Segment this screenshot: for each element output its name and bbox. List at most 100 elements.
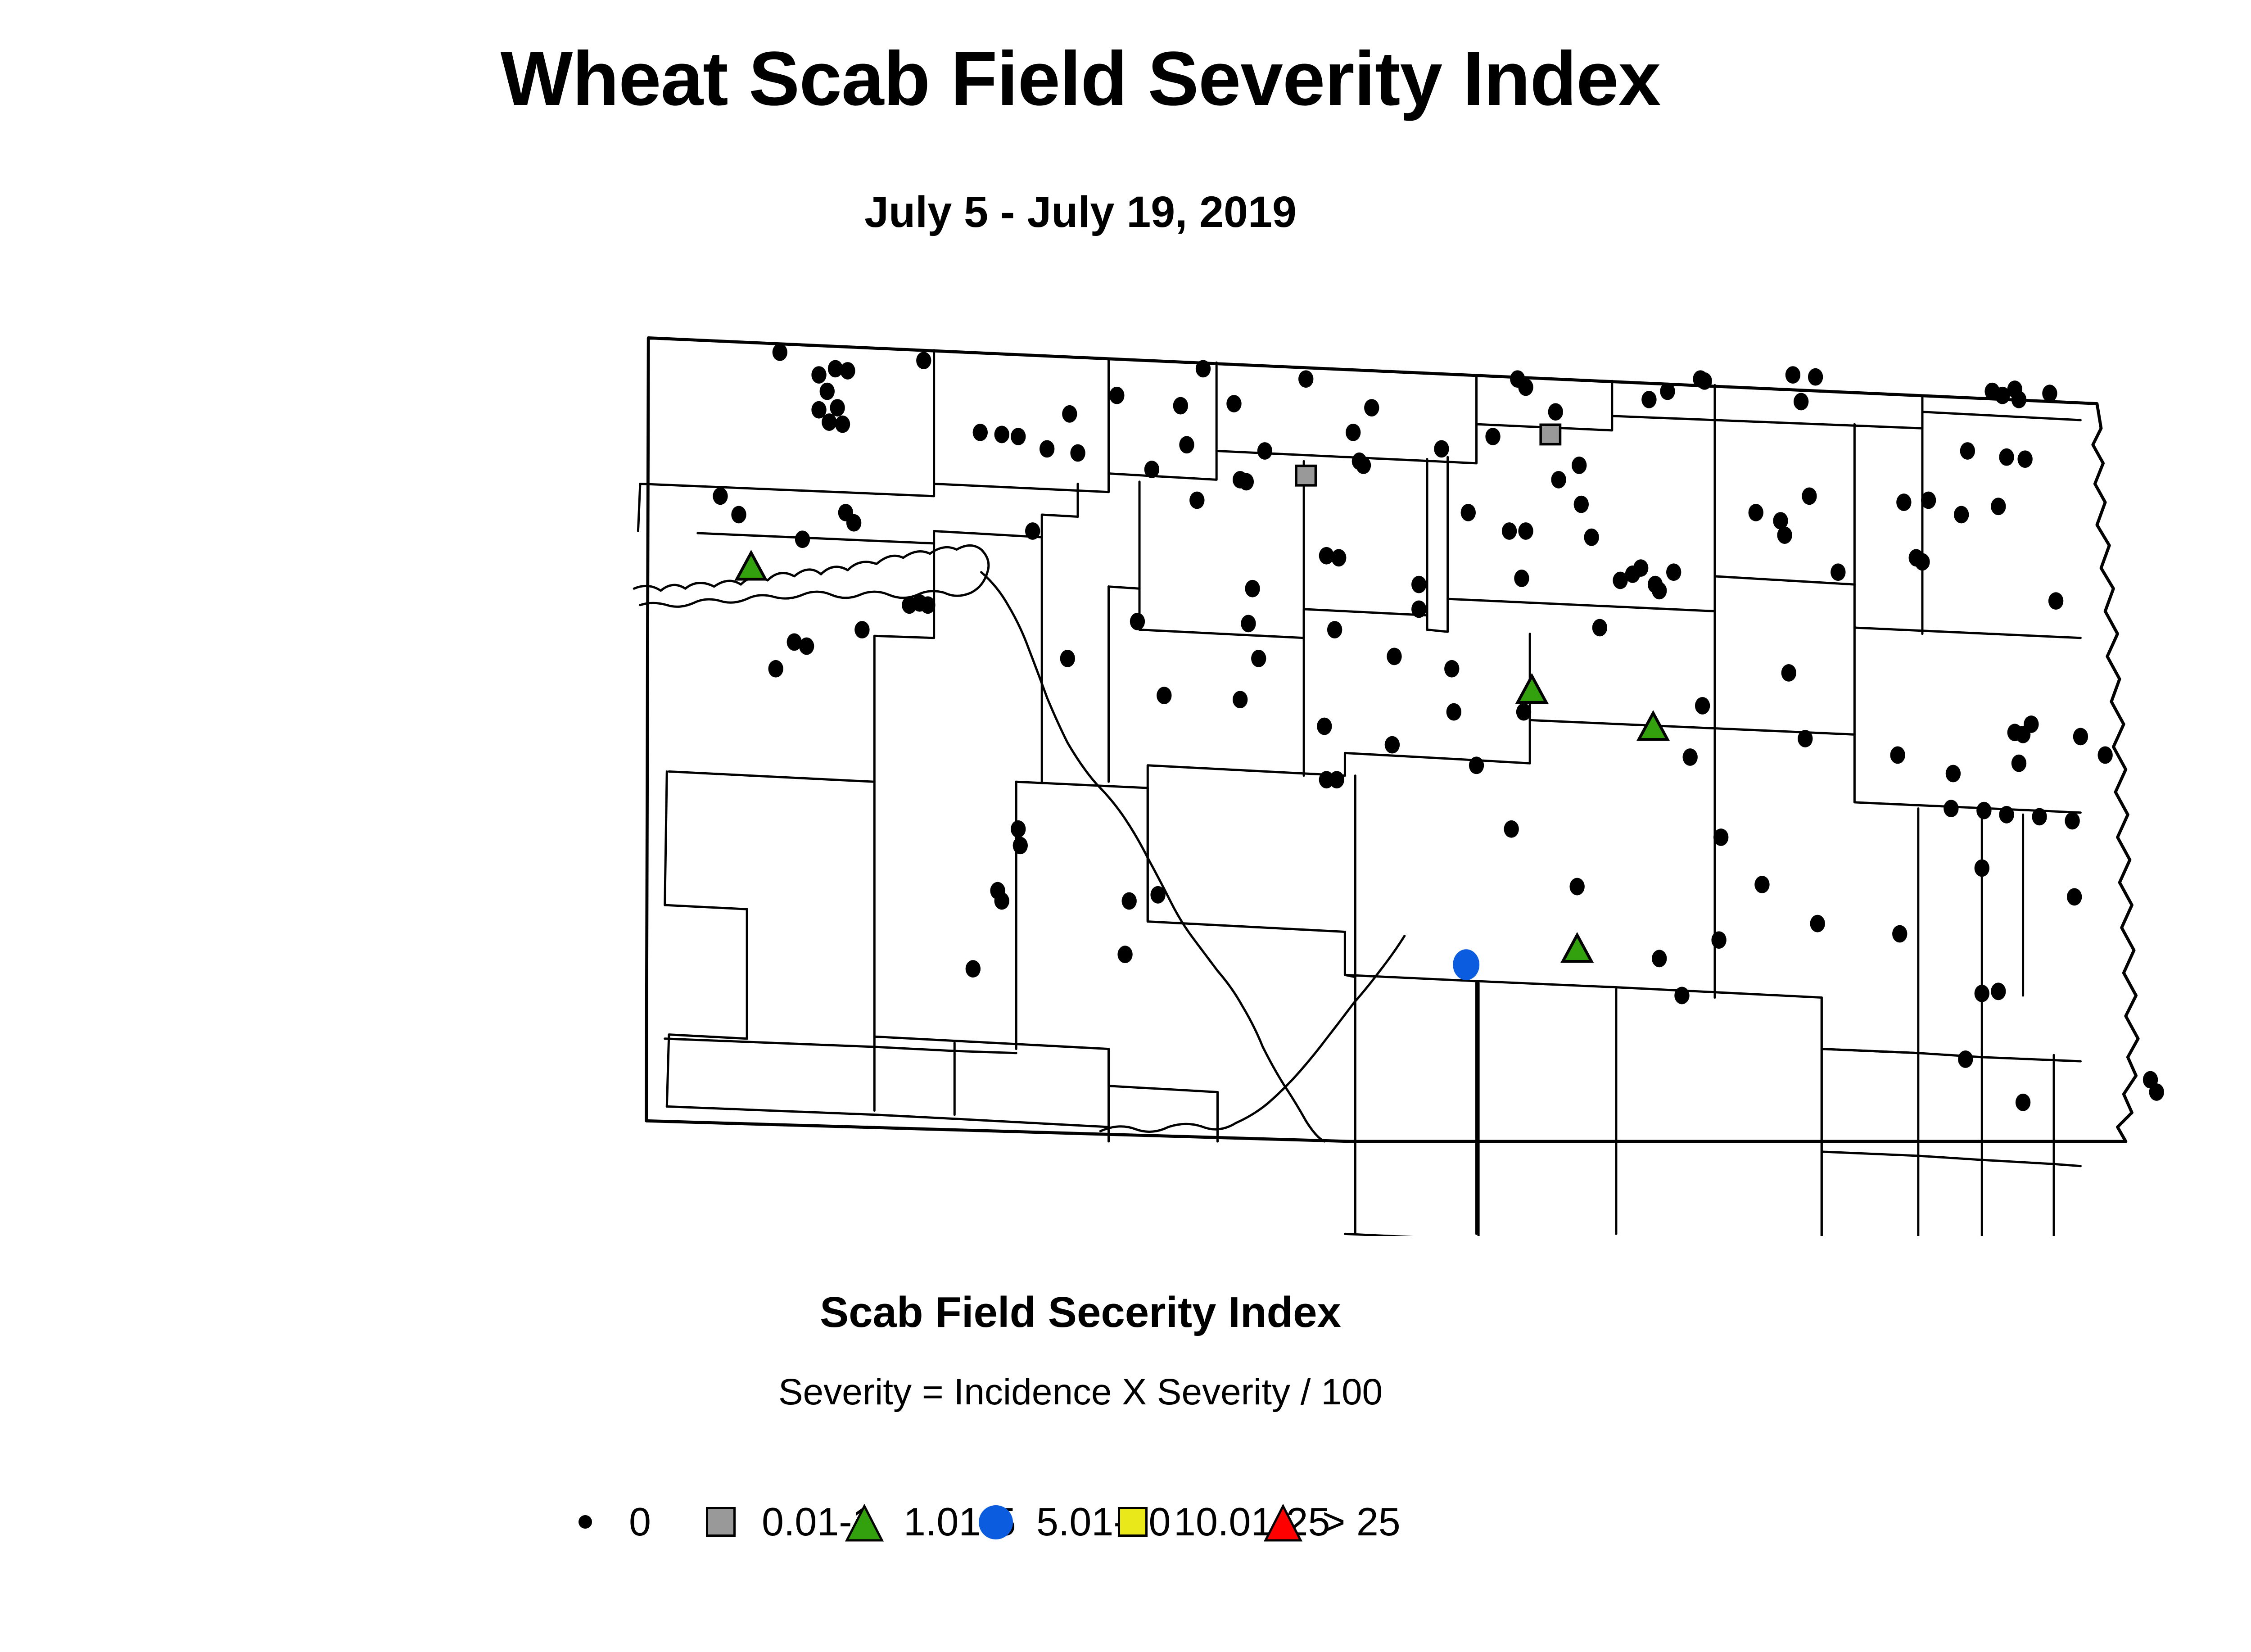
- marker-dot-zero: [1518, 522, 1533, 540]
- marker-dot-zero: [1974, 859, 1989, 877]
- marker-dot-zero: [2042, 385, 2057, 403]
- legend-title-block: Scab Field Secerity Index: [0, 1288, 2161, 1337]
- marker-dot-zero: [916, 352, 931, 370]
- marker-dot-zero: [1915, 553, 1930, 571]
- marker-dot-zero: [1060, 650, 1075, 667]
- marker-dot-zero: [1411, 575, 1427, 593]
- lake-sakakawea: [633, 544, 990, 608]
- marker-dot-zero: [1974, 984, 1989, 1002]
- marker-dot-zero: [795, 530, 810, 548]
- marker-dot-zero: [1781, 664, 1796, 682]
- marker-dot-zero: [1892, 925, 1907, 943]
- legend-item-5[interactable]: > 25: [1258, 1481, 1401, 1562]
- marker-dot-zero: [1660, 382, 1675, 400]
- tier-line-3: [1107, 575, 2082, 639]
- marker-dot-zero: [1331, 549, 1347, 567]
- tier-line-8: [664, 770, 748, 1108]
- gray-square-icon: [698, 1493, 752, 1551]
- legend-item-label: 0: [629, 1499, 651, 1544]
- tier-line-2b: [696, 482, 1079, 545]
- tier-line-15: [1343, 1232, 1414, 1236]
- marker-dot-zero: [1793, 393, 1809, 411]
- tier-lower-b: [665, 1105, 1110, 1128]
- red-triangle-icon: [1258, 1493, 1312, 1551]
- north-dakota-county-map[interactable]: [626, 245, 2228, 1236]
- tier-lower-a: [664, 1037, 1017, 1055]
- marker-dot-zero: [1991, 498, 2006, 516]
- marker-dot-zero: [1991, 982, 2006, 1000]
- marker-dot-zero: [799, 637, 814, 655]
- marker-dot-zero: [1070, 444, 1085, 462]
- marker-dot-zero: [2065, 812, 2080, 830]
- marker-dot-zero: [1592, 619, 1608, 637]
- legend-item-0[interactable]: 0: [565, 1481, 651, 1562]
- marker-dot-zero: [1319, 547, 1334, 565]
- marker-dot-zero: [1157, 687, 1172, 704]
- marker-dot-zero: [1189, 491, 1205, 509]
- legend-item-3[interactable]: 5.01-10: [972, 1481, 1171, 1562]
- marker-dot-zero: [1944, 800, 1959, 818]
- marker-dot-zero: [2011, 754, 2027, 772]
- marker-dot-zero: [1785, 366, 1801, 384]
- marker-dot-zero: [811, 366, 827, 384]
- marker-dot-zero: [1446, 703, 1462, 721]
- marker-dot-zero: [1999, 448, 2014, 466]
- marker-dot-zero: [1356, 457, 1371, 474]
- marker-dot-zero: [2048, 592, 2064, 610]
- gray-square-icon-shape: [706, 1507, 736, 1537]
- marker-dot-zero: [1109, 386, 1125, 404]
- marker-dot-zero: [1572, 457, 1587, 474]
- marker-dot-zero: [1960, 442, 1975, 460]
- marker-dot-zero: [1808, 368, 1823, 386]
- marker-dot-zero: [786, 633, 802, 651]
- marker-dot-zero: [713, 487, 728, 505]
- marker-dot-zero: [846, 514, 862, 532]
- marker-dot-zero: [1245, 579, 1260, 597]
- marker-dot-zero: [1232, 691, 1248, 709]
- marker-dot-zero: [2032, 808, 2047, 826]
- marker-dot-zero: [1697, 372, 1712, 390]
- marker-dot-zero: [1329, 771, 1344, 789]
- marker-dot-zero: [1713, 828, 1729, 846]
- date-range-subtitle: July 5 - July 19, 2019: [864, 187, 1297, 236]
- marker-triangle-moderate: [1560, 932, 1594, 963]
- tier-line-7: [668, 770, 1219, 1143]
- marker-dot-zero: [1945, 765, 1961, 783]
- marker-dot-zero: [2097, 746, 2113, 764]
- marker-dot-zero: [1298, 370, 1314, 388]
- marker-dot-zero: [1711, 931, 1727, 949]
- marker-dot-zero: [1195, 360, 1211, 378]
- marker-dot-zero: [1958, 1050, 1973, 1068]
- legend-item-4[interactable]: 10.01-25: [1110, 1481, 1330, 1562]
- marker-dot-zero: [1346, 423, 1361, 441]
- marker-dot-zero: [965, 960, 981, 978]
- green-triangle-icon-shape: [844, 1503, 885, 1542]
- marker-dot-zero: [1641, 390, 1657, 408]
- marker-dot-zero: [1011, 428, 1026, 445]
- marker-dot-zero: [1777, 526, 1792, 544]
- marker-dot-zero: [2017, 450, 2033, 468]
- tier-line-5: [1015, 610, 1716, 789]
- marker-dot-zero: [2149, 1083, 2164, 1101]
- lake-oahe: [1099, 935, 1406, 1133]
- marker-dot-zero: [731, 506, 746, 524]
- severity-markers: [713, 343, 2164, 1111]
- marker-dot-zero: [2067, 888, 2082, 906]
- marker-dot-zero: [1411, 600, 1427, 618]
- tier-line-10: [1343, 930, 1478, 1235]
- legend-row: 0 0.01-1 1.01-5 5.01-10 10.01-25 > 25: [565, 1481, 2168, 1562]
- tier-line-4: [873, 542, 936, 783]
- legend-formula: Severity = Incidence X Severity / 100: [778, 1371, 1383, 1412]
- marker-circle-high: [1453, 949, 1480, 980]
- marker-dot-zero: [1062, 405, 1077, 423]
- tier-line-14: [1820, 996, 1920, 1236]
- marker-dot-zero: [1501, 522, 1517, 540]
- marker-dot-zero: [822, 413, 837, 431]
- marker-dot-zero: [1652, 582, 1667, 600]
- marker-dot-zero: [1039, 440, 1055, 458]
- marker-dot-zero: [827, 360, 843, 378]
- marker-dot-zero: [1384, 736, 1400, 754]
- marker-dot-zero: [819, 382, 835, 400]
- marker-triangle-moderate: [734, 549, 768, 581]
